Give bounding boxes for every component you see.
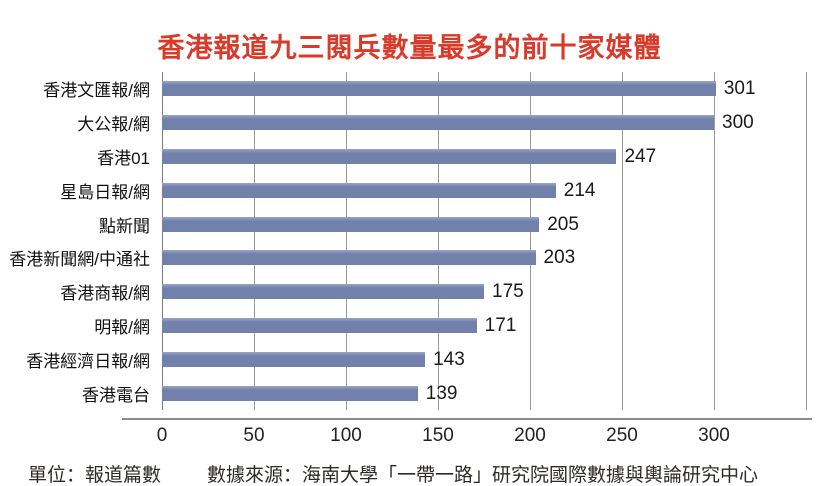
x-tick-label: 50: [243, 425, 265, 446]
gridline: [346, 72, 347, 410]
category-label: 明報/網: [94, 317, 150, 337]
bar-value-label: 301: [723, 78, 756, 100]
x-tick-label: 150: [422, 425, 454, 446]
gridline: [622, 72, 623, 410]
bar-row: 301: [162, 72, 806, 106]
bar-value-label: 247: [624, 145, 657, 167]
x-axis-line: [122, 418, 812, 420]
category-label: 香港文匯報/網: [43, 81, 150, 101]
bar-value-label: 203: [543, 247, 576, 269]
bar-row: 247: [162, 140, 806, 174]
category-label: 香港01: [97, 148, 150, 168]
bar-row: 143: [162, 342, 806, 376]
bar: [162, 148, 617, 164]
bar: [162, 351, 426, 367]
category-label: 香港商報/網: [60, 284, 150, 304]
bar-value-label: 300: [722, 112, 754, 134]
bar: [162, 81, 716, 97]
chart-title: 香港報道九三閱兵數量最多的前十家媒體: [157, 33, 662, 63]
x-axis-tick-labels: 0 50 100 150 200 250 300: [157, 425, 806, 448]
bar: [162, 182, 556, 198]
bar-row: 175: [162, 275, 806, 309]
bar: [162, 385, 418, 401]
gridline: [530, 72, 531, 410]
bar-value-label: 139: [425, 382, 458, 404]
category-label: 星島日報/網: [60, 182, 150, 202]
bar: [162, 216, 540, 232]
bar: [162, 317, 477, 333]
bar: [162, 284, 484, 300]
unit-label: 單位：報道篇數: [28, 465, 162, 486]
bar: [162, 115, 714, 131]
x-tick-label: 0: [156, 425, 168, 446]
x-tick-label: 300: [698, 425, 730, 446]
source-label: 數據來源：海南大學「一帶一路」研究院國際數據與輿論研究中心: [207, 465, 759, 486]
category-labels-column: 香港文匯報/網大公報/網香港01 星島日報/網點新聞香港新聞網/中通社香港商報/網…: [0, 72, 150, 410]
category-label: 點新聞: [99, 216, 150, 236]
bar-value-label: 143: [433, 348, 465, 370]
category-label: 香港經濟日報/網: [26, 351, 150, 371]
bar-row: 214: [162, 173, 806, 207]
bar-value-label: 175: [492, 281, 524, 303]
category-label: 香港新聞網/中通社: [9, 250, 150, 270]
bar: [162, 250, 536, 266]
plot-area: 301 300 247 214 205 203 175 171 143 139: [162, 72, 807, 410]
gridline: [714, 72, 715, 410]
bar-row: 300: [162, 106, 806, 140]
bar-row: 171: [162, 309, 806, 343]
bar-value-label: 214: [563, 179, 596, 201]
bar-row: 203: [162, 241, 806, 275]
footer-note: 單位：報道篇數 數據來源：海南大學「一帶一路」研究院國際數據與輿論研究中心: [28, 460, 808, 486]
category-label: 香港電台: [82, 385, 150, 405]
category-label: 大公報/網: [77, 115, 150, 135]
bar-value-label: 171: [484, 314, 517, 336]
gridline: [254, 72, 255, 410]
y-axis-line: [162, 72, 163, 410]
bar-row: 205: [162, 207, 806, 241]
x-tick-label: 200: [514, 425, 546, 446]
gridline: [438, 72, 439, 410]
bar-row: 139: [162, 376, 806, 410]
x-tick-label: 250: [606, 425, 638, 446]
bar-value-label: 205: [547, 213, 579, 235]
x-tick-label: 100: [330, 425, 362, 446]
gridline: [806, 72, 807, 410]
